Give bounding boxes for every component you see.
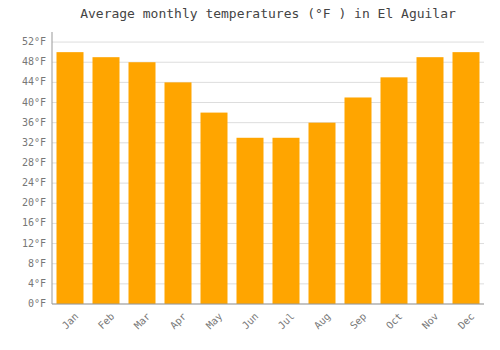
bar — [309, 123, 336, 304]
x-tick-label: Oct — [384, 311, 405, 332]
bar — [345, 97, 372, 304]
y-tick-label: 8°F — [28, 258, 46, 269]
x-tick-label: Dec — [456, 311, 477, 332]
bar — [57, 52, 84, 304]
chart-container: Average monthly temperatures (°F ) in El… — [0, 0, 500, 350]
chart-title: Average monthly temperatures (°F ) in El… — [80, 6, 456, 21]
y-axis-line — [52, 32, 53, 304]
y-tick-labels: 0°F 4°F 8°F 12°F 16°F 20°F 24°F 28°F 32°F 36°F 40°… — [22, 36, 46, 309]
y-tick-label: 32°F — [22, 137, 46, 148]
y-tick-label: 36°F — [22, 117, 46, 128]
y-tick-label: 24°F — [22, 177, 46, 188]
y-tick-label: 52°F — [22, 36, 46, 47]
y-tick-label: 40°F — [22, 97, 46, 108]
grid-line — [52, 304, 484, 305]
bar — [237, 138, 264, 304]
x-tick-label: Aug — [312, 311, 333, 332]
x-tick-label: Jan — [60, 311, 81, 332]
y-tick-label: 44°F — [22, 76, 46, 87]
x-tick-label: Jun — [240, 311, 261, 332]
x-tick-label: Apr — [168, 311, 189, 332]
y-tick-label: 16°F — [22, 217, 46, 228]
bar — [165, 82, 192, 304]
x-tick-label: Sep — [348, 311, 369, 332]
y-tick-label: 28°F — [22, 157, 46, 168]
y-tick-label: 4°F — [28, 278, 46, 289]
chart-svg: Average monthly temperatures (°F ) in El… — [0, 0, 500, 350]
bar — [201, 113, 228, 304]
x-tick-label: Nov — [420, 311, 441, 332]
bar — [129, 62, 156, 304]
x-tick-label: Feb — [96, 311, 117, 332]
y-tick-label: 0°F — [28, 298, 46, 309]
x-tick-label: Mar — [132, 311, 153, 332]
bars — [57, 52, 480, 304]
grid-line — [52, 42, 484, 43]
bar — [381, 77, 408, 304]
y-grid — [52, 42, 484, 304]
bar — [417, 57, 444, 304]
y-tick-label: 48°F — [22, 56, 46, 67]
bar — [93, 57, 120, 304]
x-tick-label: Jul — [276, 311, 297, 332]
x-tick-labels: Jan Feb Mar Apr May Jun Jul Aug Sep Oct Nov Dec — [60, 311, 477, 332]
bar — [453, 52, 480, 304]
x-axis-line — [52, 304, 484, 305]
x-tick-label: May — [204, 311, 225, 332]
bar — [273, 138, 300, 304]
y-tick-label: 12°F — [22, 238, 46, 249]
y-tick-label: 20°F — [22, 197, 46, 208]
